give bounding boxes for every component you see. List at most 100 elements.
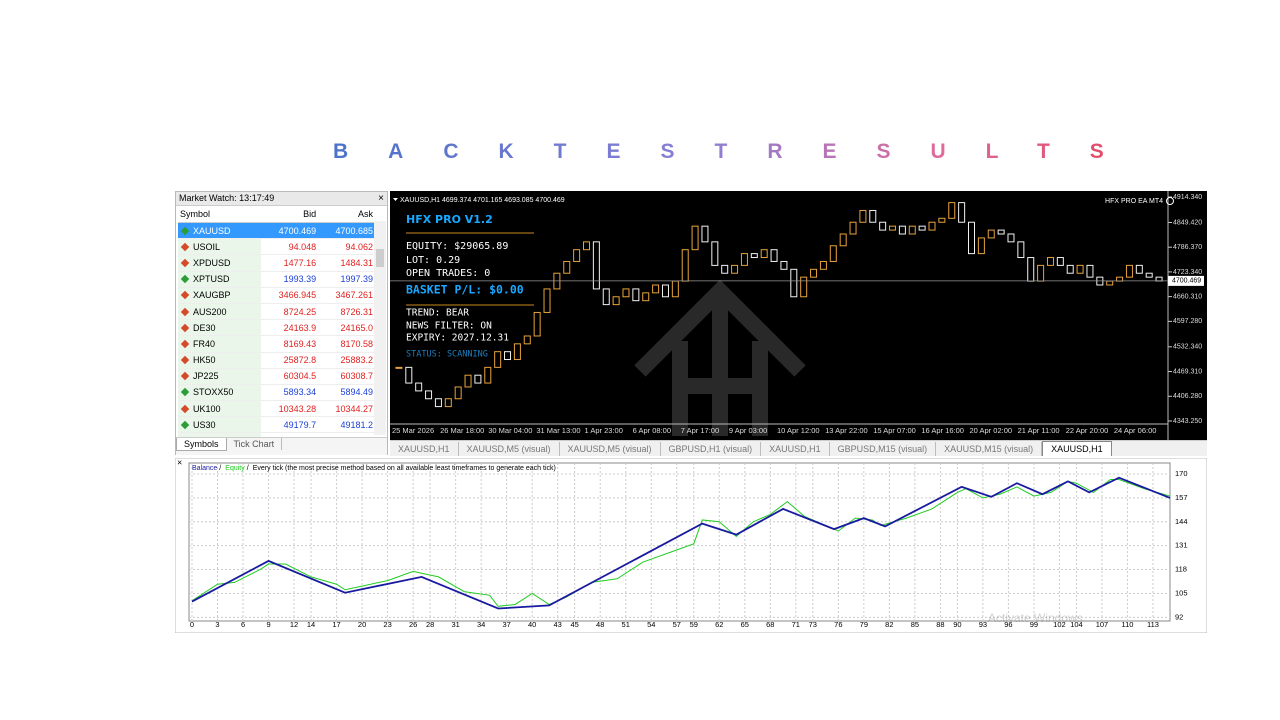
ask: 24165.0 <box>318 319 375 337</box>
candle <box>464 374 472 388</box>
quote-row[interactable]: FR40 8169.43 8170.58 <box>178 335 375 353</box>
x-tick-label: 13 Apr 22:00 <box>825 426 868 435</box>
quote-row[interactable]: USOIL 94.048 94.062 <box>178 238 375 256</box>
close-button[interactable]: × <box>177 458 182 467</box>
cell-text: US30 <box>193 419 216 430</box>
chart-tab[interactable]: XAUUSD,M5 (visual) <box>459 442 560 456</box>
tab[interactable]: Tick Chart <box>227 438 283 450</box>
quote-row[interactable]: HK50 25872.8 25883.2 <box>178 352 375 369</box>
ask: 5894.49 <box>318 384 375 402</box>
quote-row[interactable]: US30 49179.7 49181.2 <box>178 416 375 434</box>
chart-tab[interactable]: XAUUSD,H1 <box>1042 441 1112 456</box>
candle <box>928 221 936 231</box>
x-tick-label: 31 Mar 13:00 <box>536 426 580 435</box>
symbol: DE30 <box>178 319 262 337</box>
legend-entry: Equity <box>225 465 245 472</box>
x-tick-label: 93 <box>979 620 987 629</box>
scroll-thumb[interactable] <box>376 249 384 267</box>
cell-text: XPTUSD <box>193 274 230 285</box>
cell-text: 25872.8 <box>283 355 317 366</box>
chart-tab[interactable]: XAUUSD,H1 <box>390 442 459 456</box>
x-tick-label: 3 <box>215 620 219 629</box>
menu-icon <box>393 198 398 201</box>
candle <box>513 343 521 361</box>
candle <box>701 225 709 243</box>
market-watch-title: Market Watch: 13:17:49 <box>179 193 275 203</box>
y-tick-label: 4406.280 <box>1173 393 1202 400</box>
panel-text: TREND: BEAR <box>406 308 469 319</box>
cell-text: 60304.5 <box>283 371 317 382</box>
x-tick-label: 54 <box>647 620 655 629</box>
candle <box>1056 257 1064 266</box>
chart-tab[interactable]: GBPUSD,H1 (visual) <box>661 442 762 456</box>
candle <box>494 351 502 368</box>
direction-icon <box>180 291 190 300</box>
direction-icon <box>180 226 190 235</box>
y-tick-label: 170 <box>1175 469 1188 478</box>
ask: 10344.27 <box>318 400 375 418</box>
cell-text: 8170.58 <box>340 338 373 349</box>
symbol: AUS200 <box>178 303 262 321</box>
y-tick-label: 4343.250 <box>1173 418 1202 425</box>
candle <box>454 386 462 400</box>
x-tick-label: 26 Mar 18:00 <box>440 426 484 435</box>
cell-text: 8169.43 <box>283 338 317 349</box>
cell-text: 4700.469 <box>278 225 317 236</box>
x-tick-label: 28 <box>426 620 434 629</box>
candle <box>839 233 847 247</box>
x-tick-label: 20 <box>358 620 366 629</box>
x-tick-label: 65 <box>741 620 749 629</box>
x-tick-label: 90 <box>953 620 961 629</box>
x-tick-label: 1 Apr 23:00 <box>585 426 623 435</box>
quote-row[interactable]: XAUGBP 3466.945 3467.261 <box>178 287 375 304</box>
panel-text: STATUS: SCANNING <box>406 350 488 360</box>
candle <box>1076 264 1084 274</box>
tab[interactable]: Symbols <box>176 438 227 451</box>
x-tick-label: 25 Mar 2026 <box>392 426 434 435</box>
quote-row[interactable]: XPTUSD 1993.39 1997.39 <box>178 271 375 288</box>
candle <box>829 245 837 262</box>
candle <box>415 382 423 392</box>
direction-icon <box>180 388 190 397</box>
direction-icon <box>180 258 190 268</box>
ask: 8170.58 <box>318 335 375 353</box>
quote-row[interactable]: DE30 24163.9 24165.0 <box>178 319 375 337</box>
chart-tab[interactable]: GBPUSD,M15 (visual) <box>830 442 937 456</box>
ask: 1484.31 <box>318 254 375 272</box>
candle <box>908 225 916 235</box>
cell-text: JP225 <box>193 371 219 382</box>
panel-text: LOT: 0.29 <box>406 255 460 266</box>
y-tick-label: 92 <box>1175 612 1183 621</box>
bid: 25872.8 <box>261 352 319 369</box>
scrollbar[interactable] <box>374 221 386 435</box>
chart-tab[interactable]: XAUUSD,H1 <box>761 442 830 456</box>
cell-text: 24165.0 <box>340 322 373 333</box>
y-tick-label: 157 <box>1175 493 1188 502</box>
x-tick-label: 21 Apr 11:00 <box>1018 426 1060 435</box>
candle <box>583 241 590 251</box>
quote-row[interactable]: XAUUSD 4700.469 4700.685 <box>178 222 375 240</box>
watermark: Activate Windows <box>988 611 1083 625</box>
chart-tab[interactable]: XAUUSD,M5 (visual) <box>560 442 661 456</box>
quote-row[interactable]: JP225 60304.5 60308.7 <box>178 368 375 385</box>
x-tick-label: 6 <box>241 620 245 629</box>
cell-text: 10343.28 <box>278 403 317 414</box>
quote-row[interactable]: XPDUSD 1477.16 1484.31 <box>178 254 375 272</box>
x-tick-label: 23 <box>383 620 391 629</box>
x-tick-label: 96 <box>1004 620 1012 629</box>
cell-text: 1997.39 <box>340 274 373 285</box>
quote-row[interactable]: STOXX50 5893.34 5894.49 <box>178 384 375 402</box>
x-tick-label: 76 <box>834 620 842 629</box>
panel-text: BASKET P/L: $0.00 <box>406 283 524 297</box>
close-button[interactable]: × <box>378 193 384 204</box>
quote-row[interactable]: AUS200 8724.25 8726.31 <box>178 303 375 321</box>
symbol: US30 <box>178 416 262 434</box>
bid: 1993.39 <box>261 271 319 288</box>
y-tick-label: 144 <box>1175 517 1188 526</box>
direction-icon <box>180 355 190 365</box>
quote-row[interactable]: UK100 10343.28 10344.27 <box>178 400 375 418</box>
cell-text: 49181.2 <box>340 419 373 430</box>
chart-tab[interactable]: XAUUSD,M15 (visual) <box>936 442 1043 456</box>
candle <box>691 225 699 251</box>
candle <box>563 260 571 274</box>
